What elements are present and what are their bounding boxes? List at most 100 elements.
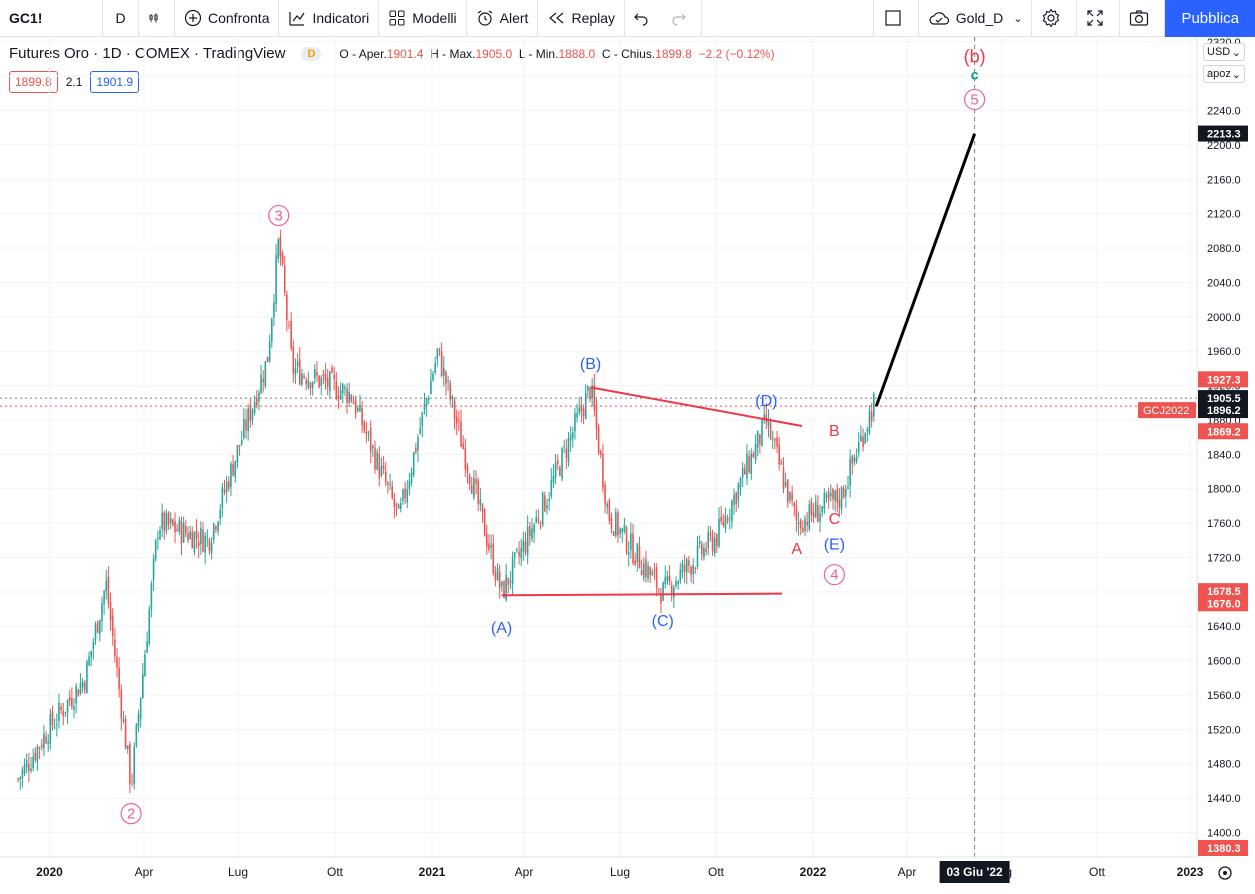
candle-body — [427, 397, 430, 401]
candle-body — [567, 437, 570, 463]
replay-button[interactable]: Replay — [538, 0, 626, 37]
sell-price-button[interactable]: 1899.8 — [9, 71, 58, 93]
candle-body — [279, 236, 282, 257]
wave-label: 2 — [127, 806, 135, 823]
publish-button[interactable]: Pubblica — [1165, 0, 1255, 37]
open-label: O - Aper. — [339, 46, 387, 61]
compare-button[interactable]: Confronta — [175, 0, 280, 37]
candle-body — [346, 388, 348, 403]
interval-button[interactable]: D — [103, 0, 139, 37]
settings-button[interactable] — [1032, 0, 1078, 37]
candle-body — [202, 529, 204, 552]
time-tick-label: 2021 — [419, 865, 446, 879]
candlestick-series — [17, 229, 875, 794]
candle-body — [709, 533, 712, 536]
candle-body — [378, 453, 381, 478]
candle-body — [408, 481, 411, 489]
alert-button[interactable]: Alert — [467, 0, 539, 37]
candle-body — [129, 744, 131, 785]
candle-body — [825, 494, 828, 498]
candle-body — [647, 565, 649, 579]
candle-body — [595, 406, 598, 429]
plus-circle-icon — [184, 9, 202, 27]
candle-body — [268, 341, 271, 362]
delayed-data-badge[interactable]: D — [301, 46, 322, 61]
candle-body — [23, 764, 26, 774]
ohlc-values: O - Aper.1901.4 H - Max.1905.0 L - Min.1… — [339, 47, 774, 61]
candle-body — [460, 421, 462, 447]
candle-body — [513, 552, 516, 558]
candle-body — [73, 706, 75, 710]
candle-body — [767, 420, 770, 426]
candle-body — [795, 508, 798, 521]
candle-body — [30, 768, 32, 771]
candle-body — [612, 531, 615, 536]
time-tick-label: Lug — [610, 865, 630, 879]
candle-body — [685, 559, 688, 573]
chart-type-button[interactable] — [139, 0, 175, 37]
templates-button[interactable]: Modelli — [379, 0, 467, 37]
candle-body — [154, 540, 157, 560]
candle-body — [759, 434, 761, 445]
price-axis[interactable]: 1400.0 1440.0 1480.0 1520.0 1560.0 1600.0 1640… — [1138, 37, 1255, 857]
buy-price-button[interactable]: 1901.9 — [90, 71, 140, 93]
candle-body — [404, 488, 406, 499]
indicators-button[interactable]: Indicatori — [279, 0, 380, 37]
candle-body — [77, 689, 80, 697]
currency-select[interactable]: USD ⌄ — [1203, 43, 1245, 61]
time-axis[interactable]: 2020AprLugOtt2021AprLugOtt2022AprLugOtt2… — [0, 856, 1255, 894]
candle-body — [784, 482, 787, 487]
candle-body — [367, 431, 370, 433]
candle-body — [34, 752, 37, 761]
projection-line[interactable] — [874, 133, 977, 407]
triangle-trendline[interactable] — [590, 386, 803, 427]
candle-body — [533, 524, 535, 533]
time-tick-label: Ott — [1089, 865, 1106, 879]
candle-body — [331, 367, 333, 373]
candle-body — [516, 549, 518, 551]
candle-body — [376, 452, 378, 470]
axis-settings-icon[interactable] — [1218, 866, 1232, 880]
top-toolbar: GC1! D Confronta Indicatori Modelli Aler… — [0, 0, 1255, 37]
symbol-search-button[interactable]: GC1! — [0, 0, 103, 37]
candle-body — [176, 529, 179, 531]
candle-body — [827, 491, 830, 500]
candle-body — [324, 374, 327, 381]
snapshot-button[interactable] — [1120, 0, 1166, 37]
candle-body — [335, 381, 338, 399]
price-chart[interactable]: 23(A)(B)(C)(D)BAC(E)4(b)c5 1400.01440.01… — [0, 37, 1255, 894]
candle-body — [83, 682, 86, 691]
candle-body — [19, 777, 22, 780]
candle-body — [565, 448, 568, 458]
triangle-trendline[interactable] — [501, 592, 783, 597]
undo-button[interactable] — [625, 0, 663, 37]
price-label: 1380.3 — [1207, 843, 1241, 855]
save-layout-button[interactable]: Gold_D ⌄ — [919, 0, 1033, 37]
fullscreen-button[interactable] — [1077, 0, 1121, 37]
candle-body — [494, 572, 497, 580]
candle-body — [150, 583, 153, 610]
candle-body — [488, 543, 490, 550]
candle-body — [473, 477, 475, 498]
candle-body — [860, 435, 862, 442]
cloud-check-icon — [929, 12, 949, 25]
candle-body — [690, 567, 692, 575]
candle-body — [283, 265, 286, 293]
price-label-bg — [1198, 371, 1248, 388]
unit-select[interactable]: apoz ⌄ — [1203, 65, 1245, 83]
candle-body — [309, 382, 312, 389]
time-tick-label: Ott — [708, 865, 725, 879]
price-tick-label: 2320.0 — [1207, 37, 1241, 49]
layout-select-button[interactable] — [872, 0, 919, 37]
candle-body — [556, 460, 559, 464]
candle-body — [348, 391, 351, 403]
candle-body — [189, 531, 191, 539]
candle-body — [135, 724, 138, 746]
open-value: 1901.4 — [386, 46, 424, 61]
candle-body — [453, 400, 456, 420]
candle-body — [354, 399, 357, 415]
gear-icon[interactable] — [1218, 866, 1232, 880]
high-value: 1905.0 — [475, 46, 513, 61]
candle-body — [838, 499, 841, 508]
redo-button[interactable] — [663, 0, 703, 37]
